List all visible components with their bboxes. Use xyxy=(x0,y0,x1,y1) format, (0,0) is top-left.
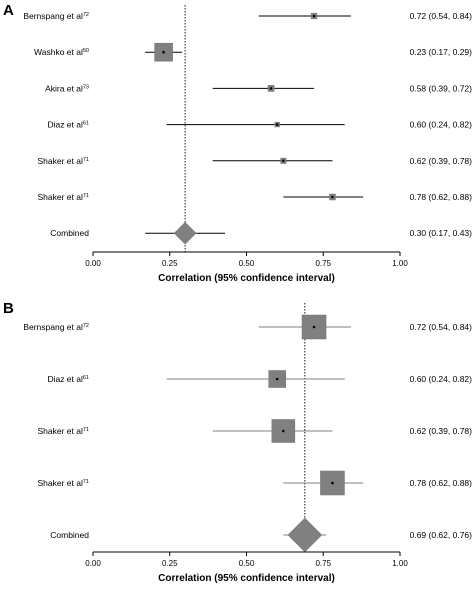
study-label: Bernspang et al72 xyxy=(23,11,89,21)
forest-plot-b-svg: B Bernspang et al72 0.72 (0.54, 0.84) Diaz … xyxy=(3,300,473,584)
x-axis-title: Correlation (95% confidence interval) xyxy=(158,573,335,584)
panel-label: B xyxy=(3,300,14,317)
study-name: Shaker et al xyxy=(38,478,83,488)
forest-plot-a: A Bernspang et al72 0.72 (0.54, 0.84) Washk… xyxy=(3,2,473,284)
study-name: Bernspang et al xyxy=(23,322,83,332)
point-estimate xyxy=(282,159,285,163)
study-label: Bernspang et al72 xyxy=(23,322,89,332)
study-ref: 72 xyxy=(83,12,89,18)
study-ref: 73 xyxy=(83,84,89,90)
x-tick-label: 0.00 xyxy=(85,559,101,568)
ci-text: 0.78 (0.62, 0.88) xyxy=(410,192,473,202)
study-label: Shaker et al71 xyxy=(38,478,90,488)
x-tick-label: 0.25 xyxy=(162,559,178,568)
study-label: Diaz et al61 xyxy=(47,120,89,130)
point-estimate xyxy=(162,50,165,54)
study-name: Bernspang et al xyxy=(23,11,83,21)
study-label: Shaker et al71 xyxy=(38,426,90,436)
study-label: Washko et al50 xyxy=(34,47,89,57)
point-estimate xyxy=(282,429,285,433)
point-estimate xyxy=(275,377,279,381)
study-name: Shaker et al xyxy=(38,156,83,166)
ci-text: 0.62 (0.39, 0.78) xyxy=(410,156,473,166)
study-ref: 50 xyxy=(83,48,89,54)
study-ref: 71 xyxy=(83,479,89,485)
study-name: Diaz et al xyxy=(47,374,83,384)
study-label: Shaker et al71 xyxy=(38,156,90,166)
forest-plot-a-svg: A Bernspang et al72 0.72 (0.54, 0.84) Washk… xyxy=(3,2,473,284)
x-tick-label: 0.50 xyxy=(239,559,255,568)
point-estimate xyxy=(275,123,279,126)
x-tick-label: 0.00 xyxy=(85,259,101,268)
x-tick-label: 0.25 xyxy=(162,259,178,268)
combined-diamond xyxy=(287,517,323,553)
point-estimate xyxy=(312,14,316,18)
ci-text: 0.60 (0.24, 0.82) xyxy=(410,120,473,130)
point-estimate xyxy=(269,87,273,90)
x-axis-title: Correlation (95% confidence interval) xyxy=(158,273,335,284)
x-tick-label: 0.75 xyxy=(315,259,331,268)
study-name: Shaker et al xyxy=(38,192,83,202)
ci-text: 0.72 (0.54, 0.84) xyxy=(410,11,473,21)
ci-text: 0.62 (0.39, 0.78) xyxy=(410,426,473,436)
combined-ci-text: 0.30 (0.17, 0.43) xyxy=(410,228,473,238)
study-name: Akira et al xyxy=(45,83,83,93)
ci-text: 0.72 (0.54, 0.84) xyxy=(410,322,473,332)
study-name: Diaz et al xyxy=(47,120,83,130)
combined-label: Combined xyxy=(50,530,89,540)
study-label: Akira et al73 xyxy=(45,83,89,93)
combined-label: Combined xyxy=(50,228,89,238)
study-ref: 71 xyxy=(83,157,89,163)
point-estimate xyxy=(331,481,334,485)
study-name: Washko et al xyxy=(34,47,83,57)
x-tick-label: 1.00 xyxy=(392,559,408,568)
ci-text: 0.23 (0.17, 0.29) xyxy=(410,47,473,57)
weight-square xyxy=(301,314,327,340)
study-ref: 72 xyxy=(83,323,89,329)
combined-diamond xyxy=(173,221,197,245)
ci-text: 0.60 (0.24, 0.82) xyxy=(410,374,473,384)
study-label: Shaker et al71 xyxy=(38,192,90,202)
study-ref: 61 xyxy=(83,121,89,127)
forest-plot-b: B Bernspang et al72 0.72 (0.54, 0.84) Diaz … xyxy=(0,298,474,596)
study-ref: 71 xyxy=(83,427,89,433)
x-tick-label: 0.50 xyxy=(239,259,255,268)
study-ref: 61 xyxy=(83,375,89,381)
study-ref: 71 xyxy=(83,193,89,199)
point-estimate xyxy=(312,325,316,329)
combined-ci-text: 0.69 (0.62, 0.76) xyxy=(410,530,473,540)
ci-text: 0.58 (0.39, 0.72) xyxy=(410,83,473,93)
x-tick-label: 0.75 xyxy=(315,559,331,568)
study-label: Diaz et al61 xyxy=(47,374,89,384)
panel-label: A xyxy=(3,2,14,19)
point-estimate xyxy=(331,195,334,199)
ci-text: 0.78 (0.62, 0.88) xyxy=(410,478,473,488)
x-tick-label: 1.00 xyxy=(392,259,408,268)
study-name: Shaker et al xyxy=(38,426,83,436)
